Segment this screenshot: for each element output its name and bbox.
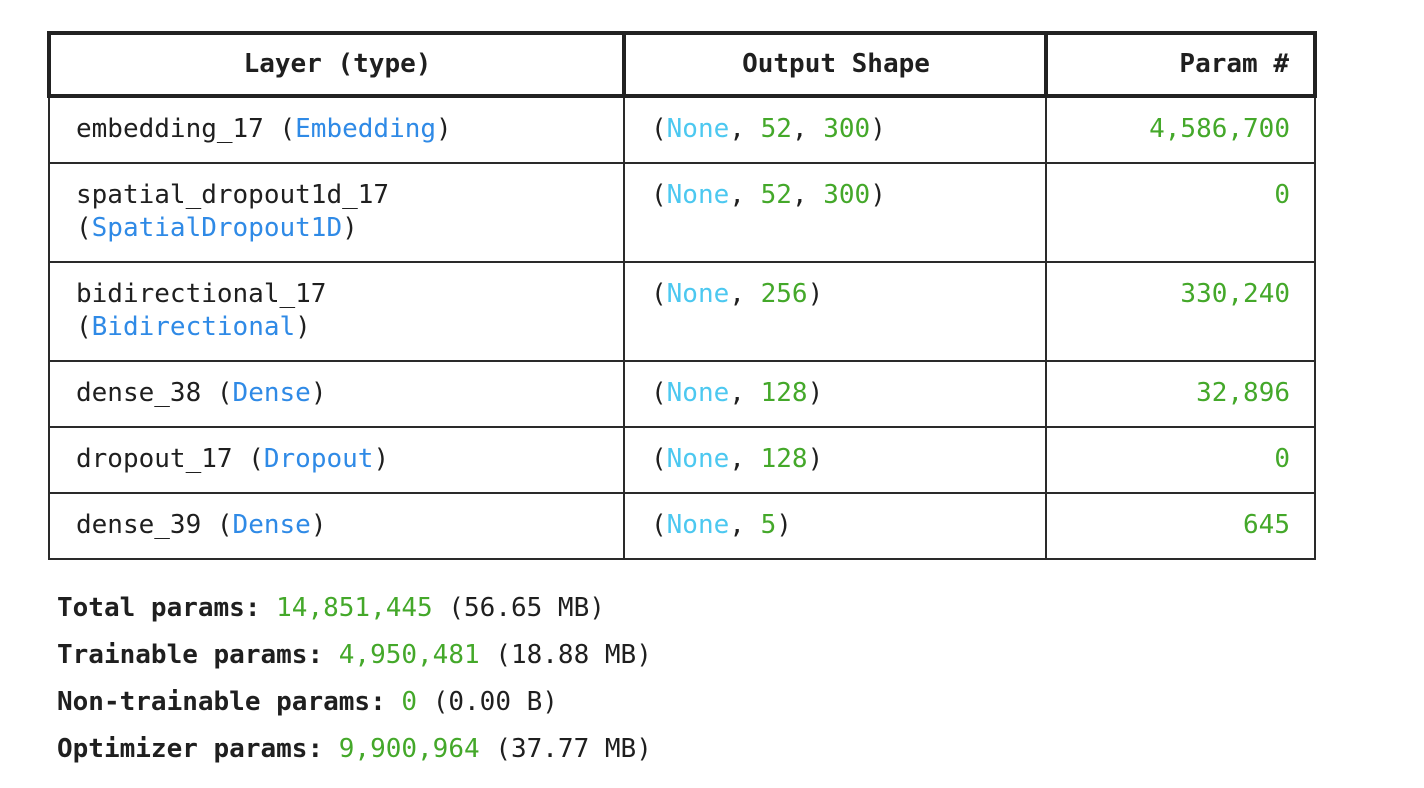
shape-dim: 300 — [823, 114, 871, 144]
param-count-cell: 0 — [1045, 426, 1316, 494]
output-shape-cell: (None, 256) — [623, 261, 1047, 362]
shape-dim: 256 — [760, 279, 808, 309]
params-size: (0.00 B) — [432, 687, 558, 717]
model-summary-table: Layer (type) Output Shape Param # embedd… — [47, 31, 1317, 560]
layer-name: dropout_17 — [76, 444, 233, 474]
params-line: Non-trainable params: 0 (0.00 B) — [57, 679, 652, 726]
table-row: dense_39 (Dense) (None, 5) 645 — [48, 492, 1316, 560]
params-value: 4,950,481 — [338, 640, 480, 670]
shape-dim: 128 — [760, 378, 808, 408]
shape-none: None — [666, 444, 730, 474]
table-row: dense_38 (Dense) (None, 128) 32,896 — [48, 360, 1316, 428]
shape-none: None — [666, 279, 730, 309]
params-line: Total params: 14,851,445 (56.65 MB) — [57, 585, 652, 632]
shape-dim: 128 — [760, 444, 808, 474]
table-row: bidirectional_17 (Bidirectional) (None, 2… — [48, 261, 1316, 362]
table-body: embedding_17 (Embedding) (None, 52, 300) 4… — [48, 95, 1316, 560]
output-shape-cell: (None, 128) — [623, 426, 1047, 494]
layer-class: Dense — [232, 510, 311, 540]
params-value: 9,900,964 — [338, 734, 480, 764]
param-count-cell: 645 — [1045, 492, 1316, 560]
shape-none: None — [666, 510, 730, 540]
layer-cell: embedding_17 (Embedding) — [48, 95, 625, 164]
param-count-cell: 330,240 — [1045, 261, 1316, 362]
shape-none: None — [666, 180, 730, 210]
shape-dim: 52 — [760, 114, 792, 144]
output-shape-cell: (None, 52, 300) — [623, 95, 1047, 164]
layer-cell: dense_39 (Dense) — [48, 492, 625, 560]
layer-cell: spatial_dropout1d_17 (SpatialDropout1D) — [48, 162, 625, 263]
layer-cell: dropout_17 (Dropout) — [48, 426, 625, 494]
layer-name: dense_39 — [76, 510, 202, 540]
layer-cell: dense_38 (Dense) — [48, 360, 625, 428]
layer-class: Bidirectional — [91, 312, 296, 342]
table-row: spatial_dropout1d_17 (SpatialDropout1D)(… — [48, 162, 1316, 263]
params-line: Optimizer params: 9,900,964 (37.77 MB) — [57, 726, 652, 773]
params-value: 0 — [401, 687, 418, 717]
output-shape-cell: (None, 5) — [623, 492, 1047, 560]
params-label: Total params: — [57, 593, 261, 623]
param-count-cell: 0 — [1045, 162, 1316, 263]
layer-name: embedding_17 — [76, 114, 264, 144]
header-row: Layer (type) Output Shape Param # — [47, 31, 1317, 98]
params-size: (18.88 MB) — [495, 640, 652, 670]
shape-dim: 300 — [823, 180, 871, 210]
params-line: Trainable params: 4,950,481 (18.88 MB) — [57, 632, 652, 679]
layer-cell: bidirectional_17 (Bidirectional) — [48, 261, 625, 362]
header-layer-type: Layer (type) — [47, 31, 626, 98]
header-param-count: Param # — [1044, 31, 1317, 98]
param-count-cell: 32,896 — [1045, 360, 1316, 428]
output-shape-cell: (None, 52, 300) — [623, 162, 1047, 263]
params-value: 14,851,445 — [276, 593, 433, 623]
shape-none: None — [666, 378, 730, 408]
params-label: Trainable params: — [57, 640, 324, 670]
params-summary: Total params: 14,851,445 (56.65 MB) Train… — [57, 585, 652, 773]
params-label: Optimizer params: — [57, 734, 324, 764]
layer-class: Dropout — [263, 444, 374, 474]
shape-none: None — [666, 114, 730, 144]
params-label: Non-trainable params: — [57, 687, 386, 717]
layer-class: SpatialDropout1D — [91, 213, 343, 243]
table-header: Layer (type) Output Shape Param # — [47, 31, 1317, 98]
table-row: dropout_17 (Dropout) (None, 128) 0 — [48, 426, 1316, 494]
param-count-cell: 4,586,700 — [1045, 95, 1316, 164]
layer-name: spatial_dropout1d_17 — [76, 180, 390, 210]
output-shape-cell: (None, 128) — [623, 360, 1047, 428]
layer-class: Dense — [232, 378, 311, 408]
params-size: (37.77 MB) — [495, 734, 652, 764]
layer-class: Embedding — [295, 114, 437, 144]
layer-name: dense_38 — [76, 378, 202, 408]
params-size: (56.65 MB) — [448, 593, 605, 623]
shape-dim: 5 — [760, 510, 777, 540]
shape-dim: 52 — [760, 180, 792, 210]
layer-name: bidirectional_17 — [76, 279, 327, 309]
header-output-shape: Output Shape — [622, 31, 1048, 98]
table-row: embedding_17 (Embedding) (None, 52, 300) 4… — [48, 95, 1316, 164]
